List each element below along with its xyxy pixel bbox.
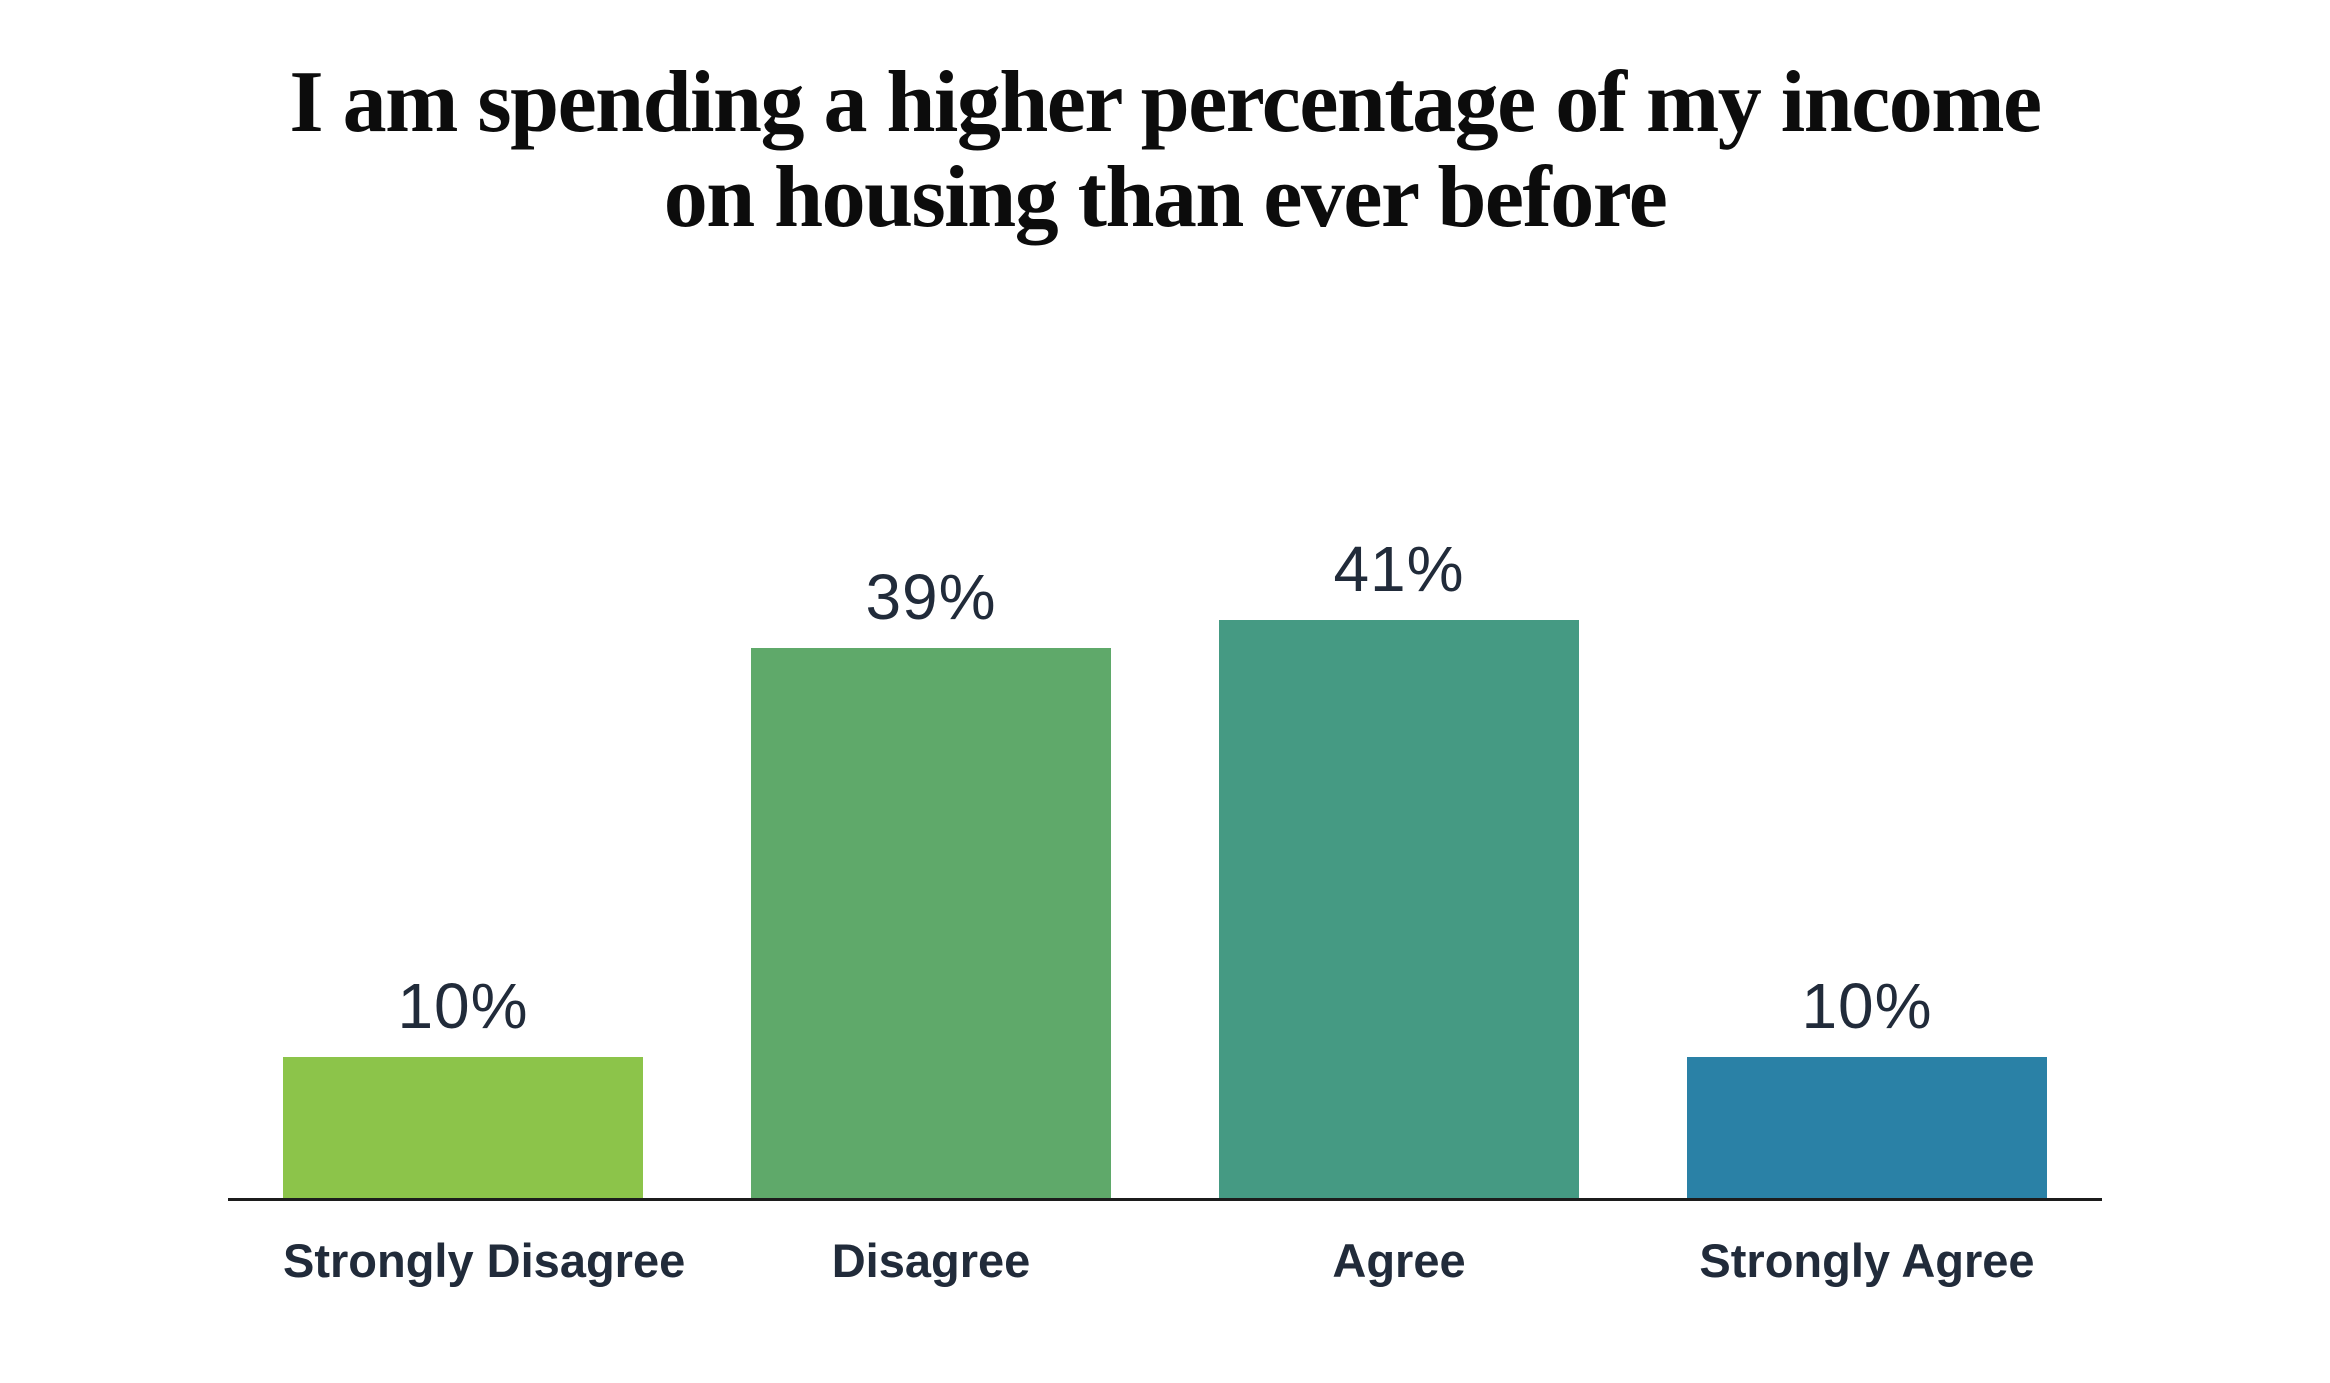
bar-strongly-disagree xyxy=(283,1057,643,1199)
bar-group-disagree: 39% xyxy=(751,560,1111,1199)
chart-title: I am spending a higher percentage of my … xyxy=(0,55,2330,245)
bar-group-agree: 41% xyxy=(1219,532,1579,1199)
bar-chart: 10% 39% 41% 10% Strongly Disagree Disagr… xyxy=(228,245,2102,1288)
bar-disagree xyxy=(751,648,1111,1199)
plot-area: 10% 39% 41% 10% xyxy=(228,245,2102,1199)
x-label-strongly-disagree: Strongly Disagree xyxy=(283,1234,686,1288)
x-axis-labels: Strongly Disagree Disagree Agree Strongl… xyxy=(228,1233,2102,1288)
chart-title-line1: I am spending a higher percentage of my … xyxy=(289,54,2042,151)
bar-agree xyxy=(1219,620,1579,1199)
chart-title-line2: on housing than ever before xyxy=(663,149,1668,247)
bar-value-label-disagree: 39% xyxy=(865,561,997,634)
bar-value-label-strongly-agree: 10% xyxy=(1801,970,1933,1043)
bar-group-strongly-disagree: 10% xyxy=(283,969,643,1199)
chart-canvas: I am spending a higher percentage of my … xyxy=(0,55,2330,1383)
bar-value-label-strongly-disagree: 10% xyxy=(397,970,529,1043)
x-axis-line xyxy=(228,1198,2102,1202)
bar-group-strongly-agree: 10% xyxy=(1687,969,2047,1199)
x-label-strongly-agree: Strongly Agree xyxy=(1699,1234,2035,1288)
x-label-agree: Agree xyxy=(1332,1234,1466,1288)
bar-strongly-agree xyxy=(1687,1057,2047,1199)
x-label-disagree: Disagree xyxy=(831,1234,1031,1288)
bar-value-label-agree: 41% xyxy=(1333,533,1465,606)
